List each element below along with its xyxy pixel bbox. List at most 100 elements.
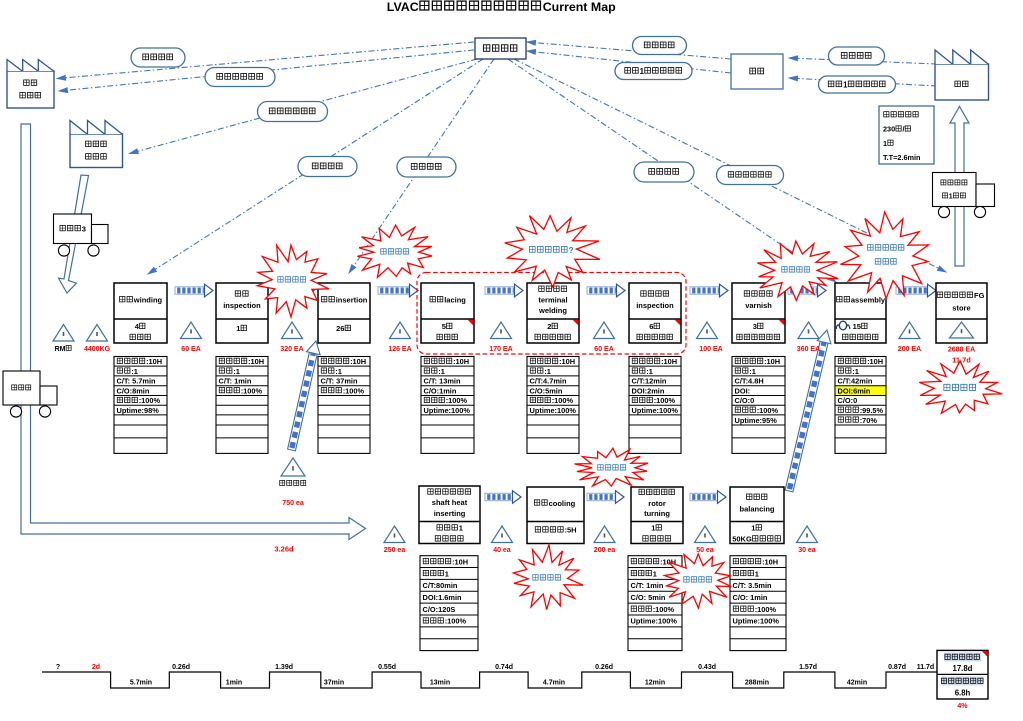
svg-text::1: :1 <box>131 367 138 376</box>
svg-text:1.39d: 1.39d <box>275 664 293 671</box>
svg-text:C/T:12min: C/T:12min <box>632 377 667 386</box>
svg-text:C/O:0: C/O:0 <box>735 396 755 405</box>
svg-text:1: 1 <box>843 80 848 89</box>
svg-text:50KG: 50KG <box>732 535 752 544</box>
svg-text:?: ? <box>56 664 60 671</box>
svg-text:assembly: assembly <box>851 296 886 305</box>
svg-text:1: 1 <box>445 569 449 578</box>
svg-text:C/T: 3.5min: C/T: 3.5min <box>733 581 772 590</box>
svg-text::1: :1 <box>233 367 240 376</box>
svg-text:60 EA: 60 EA <box>181 346 200 353</box>
svg-text:4%: 4% <box>957 703 968 710</box>
svg-text::1: :1 <box>646 367 653 376</box>
svg-text:320 EA: 320 EA <box>280 346 303 353</box>
svg-text:Current Map: Current Map <box>543 0 616 14</box>
svg-text:T.T=2.6min: T.T=2.6min <box>883 153 921 162</box>
svg-text::10H: :10H <box>350 357 366 366</box>
svg-text:30 ea: 30 ea <box>798 547 816 554</box>
svg-text:200 ea: 200 ea <box>594 547 616 554</box>
svg-text:5: 5 <box>442 322 446 331</box>
svg-text:3: 3 <box>82 224 86 233</box>
svg-text::99.5%: :99.5% <box>860 406 884 415</box>
svg-text:4400KG: 4400KG <box>84 346 111 353</box>
svg-text:1: 1 <box>751 524 755 533</box>
svg-text::1: :1 <box>335 367 342 376</box>
svg-text:1: 1 <box>883 139 887 148</box>
svg-text:11.7d: 11.7d <box>952 356 971 365</box>
svg-text:Uptime:100%: Uptime:100% <box>530 406 577 415</box>
svg-text:DOI:2min: DOI:2min <box>632 386 665 395</box>
svg-text:2688 EA: 2688 EA <box>948 347 975 354</box>
svg-text::100%: :100% <box>139 396 161 405</box>
svg-text:0.43d: 0.43d <box>698 664 716 671</box>
svg-text:40 ea: 40 ea <box>493 547 511 554</box>
svg-text:turning: turning <box>644 509 670 518</box>
svg-text:inspection: inspection <box>636 301 674 310</box>
svg-text::100%: :100% <box>654 396 676 405</box>
svg-text::10H: :10H <box>661 357 677 366</box>
svg-text:C/T: 5.7min: C/T: 5.7min <box>117 377 156 386</box>
svg-text:1: 1 <box>653 569 657 578</box>
svg-text:230: 230 <box>883 125 895 134</box>
svg-text::10H: :10H <box>453 357 469 366</box>
svg-text:C/T: 13min: C/T: 13min <box>424 377 461 386</box>
svg-text:0.55d: 0.55d <box>378 664 396 671</box>
svg-text:250 ea: 250 ea <box>384 547 406 554</box>
svg-text:288min: 288min <box>745 680 769 687</box>
svg-text:11.7d: 11.7d <box>917 664 935 671</box>
svg-text:Uptime:100%: Uptime:100% <box>424 406 471 415</box>
svg-text:winding: winding <box>133 296 163 305</box>
svg-text:0.87d: 0.87d <box>888 664 906 671</box>
svg-text:42min: 42min <box>847 680 867 687</box>
svg-text::100%: :100% <box>755 605 777 614</box>
svg-text:2d: 2d <box>92 664 100 671</box>
svg-text:C/T:80min: C/T:80min <box>423 581 458 590</box>
svg-text:inserting: inserting <box>434 509 466 518</box>
svg-text:/: / <box>903 125 905 134</box>
svg-text::10H: :10H <box>248 357 264 366</box>
svg-text:13min: 13min <box>430 680 450 687</box>
svg-text:1min: 1min <box>226 680 242 687</box>
svg-text:Uptime:100%: Uptime:100% <box>733 617 780 626</box>
svg-text:1: 1 <box>236 324 240 333</box>
svg-text::100%: :100% <box>445 617 467 626</box>
svg-text:C/T: 1min: C/T: 1min <box>631 581 664 590</box>
svg-text:LVAC: LVAC <box>387 0 419 14</box>
svg-text:C/O: 1min: C/O: 1min <box>733 593 768 602</box>
svg-text:DOI:1.6min: DOI:1.6min <box>423 593 462 602</box>
svg-text:2: 2 <box>547 322 551 331</box>
svg-text:terminal: terminal <box>538 296 567 305</box>
svg-text:50 ea: 50 ea <box>696 547 714 554</box>
svg-text:1: 1 <box>459 524 463 533</box>
svg-text:37min: 37min <box>324 680 344 687</box>
svg-text::1: :1 <box>438 367 445 376</box>
svg-text:C/T: 37min: C/T: 37min <box>321 377 358 386</box>
svg-text::100%: :100% <box>446 396 468 405</box>
svg-text:15: 15 <box>853 322 861 331</box>
svg-text:inspection: inspection <box>223 301 261 310</box>
svg-text:?: ? <box>569 246 574 255</box>
svg-text::10H: :10H <box>559 357 575 366</box>
svg-text:1.57d: 1.57d <box>799 664 817 671</box>
svg-text:DOI:6min: DOI:6min <box>838 386 871 395</box>
svg-text:6.8h: 6.8h <box>955 689 971 698</box>
svg-text:5.7min: 5.7min <box>130 680 152 687</box>
svg-text:C/O:8min: C/O:8min <box>117 386 150 395</box>
svg-text:Uptime:100%: Uptime:100% <box>632 406 679 415</box>
svg-text:C/T:4.7min: C/T:4.7min <box>530 377 567 386</box>
svg-text::1: :1 <box>852 367 859 376</box>
svg-text:DOI:: DOI: <box>735 386 751 395</box>
svg-text::10H: :10H <box>660 557 676 566</box>
svg-text::10H: :10H <box>452 557 468 566</box>
svg-text:1: 1 <box>755 569 759 578</box>
svg-text:Uptime:95%: Uptime:95% <box>735 416 778 425</box>
svg-text:3: 3 <box>753 322 757 331</box>
svg-text:C/T: 1min: C/T: 1min <box>219 377 252 386</box>
svg-text:C/T:42min: C/T:42min <box>838 377 873 386</box>
svg-text::100%: :100% <box>552 396 574 405</box>
svg-text:C/T:4.8H: C/T:4.8H <box>735 377 764 386</box>
svg-text::1: :1 <box>749 367 756 376</box>
svg-text:170 EA: 170 EA <box>489 346 512 353</box>
svg-text:6: 6 <box>649 322 653 331</box>
svg-text::10H: :10H <box>867 357 883 366</box>
